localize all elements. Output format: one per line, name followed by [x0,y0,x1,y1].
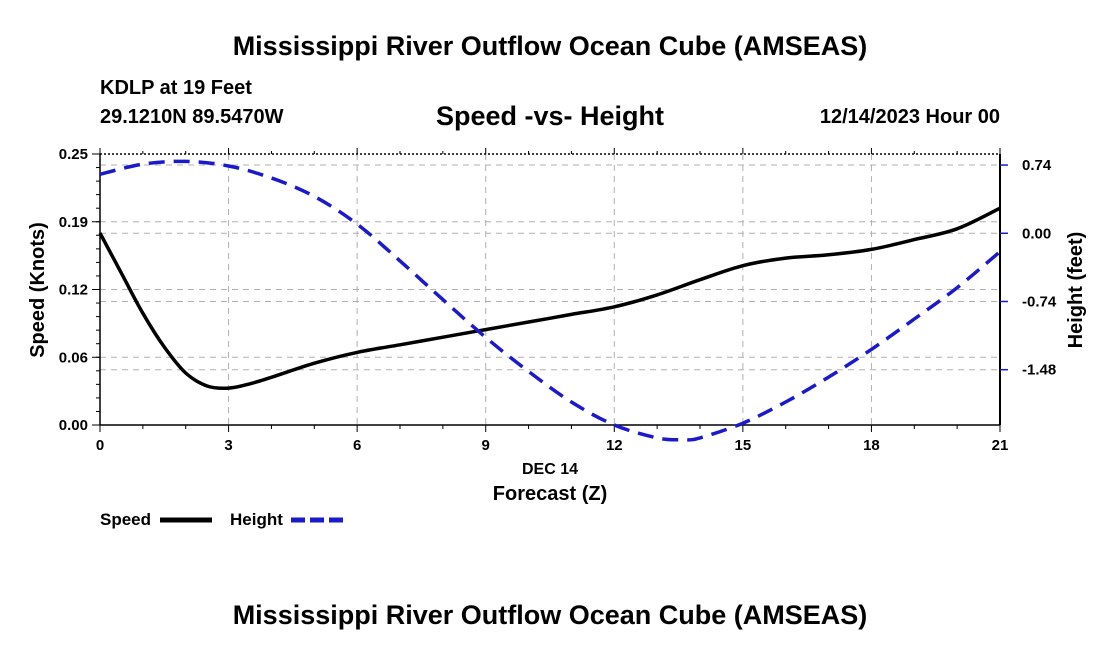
grid-lines [100,154,1000,425]
x-tick-label: 9 [482,437,490,454]
y-tick-label: 0.06 [59,349,88,366]
y2-tick-label: -1.48 [1022,362,1056,379]
chart-title: Speed -vs- Height [435,101,665,131]
coordinates-label: 29.1210N 89.5470W [100,106,284,128]
legend-height-label: Height [230,510,283,529]
legend-speed-label: Speed [100,510,151,529]
y-tick-label: 0.12 [59,282,88,299]
y2-tick-label: 0.00 [1022,225,1051,242]
legend: Speed Height [100,510,343,529]
x-tick-label: 15 [735,437,752,454]
station-label: KDLP at 19 Feet [100,77,252,99]
y-tick-label: 0.00 [59,417,88,434]
speed-series-line [98,206,1001,391]
x-axis-date-label: DEC 14 [522,461,578,478]
series [98,159,1002,442]
y2-axis-title: Height (feet) [1065,232,1087,349]
height-series-line [99,159,1002,442]
axes: 0 3 6 9 12 15 18 21 0.00 0.06 0.12 0.19 0.25 0.74 0.00… [59,146,1057,454]
repeat-main-title: Mississippi River Outflow Ocean Cube (AM… [232,600,868,630]
y-tick-label: 0.25 [59,146,88,163]
x-tick-label: 0 [96,437,104,454]
x-tick-label: 6 [353,437,361,454]
y-tick-label: 0.19 [59,214,88,231]
date-label: 12/14/2023 Hour 00 [819,106,1000,128]
x-tick-label: 21 [992,437,1009,454]
y2-tick-label: -0.74 [1022,293,1057,310]
x-tick-label: 18 [863,437,880,454]
x-tick-label: 12 [606,437,623,454]
x-tick-label: 3 [224,437,232,454]
main-title: Mississippi River Outflow Ocean Cube (AM… [232,31,868,61]
y-axis-title: Speed (Knots) [27,222,49,358]
y2-tick-label: 0.74 [1022,157,1052,174]
x-axis-title: Forecast (Z) [493,483,607,505]
